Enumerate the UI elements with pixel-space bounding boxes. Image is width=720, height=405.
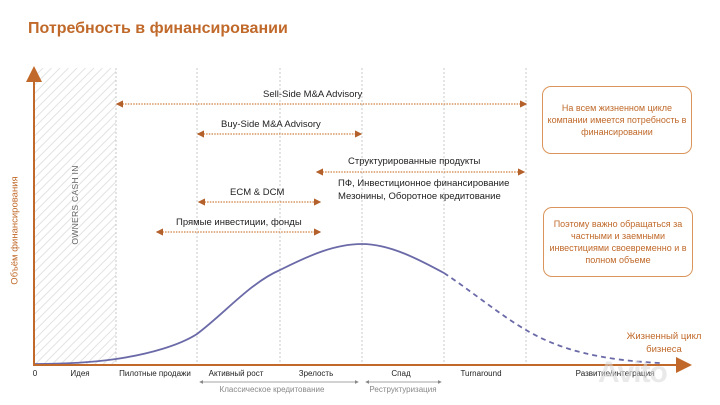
ecm-dcm-label: ECM & DCM bbox=[230, 187, 285, 198]
stage-decline: Спад bbox=[391, 369, 411, 378]
structured-label: Структурированные продукты bbox=[348, 156, 481, 167]
avito-watermark: Avito bbox=[598, 356, 668, 389]
restructuring-label: Реструктуризация bbox=[369, 385, 437, 394]
owners-cash-label: OWNERS CASH IN bbox=[70, 165, 80, 245]
stage-zero: 0 bbox=[32, 369, 38, 378]
owners-cash-area bbox=[35, 68, 116, 365]
lifecycle-curve bbox=[34, 243, 445, 365]
stage-active-growth: Активный рост bbox=[208, 369, 264, 378]
buy-side-label: Buy-Side M&A Advisory bbox=[221, 119, 321, 130]
private-equity-label: Прямые инвестиции, фонды bbox=[176, 217, 302, 228]
stage-pilot-sales: Пилотные продажи bbox=[119, 369, 191, 378]
y-axis-label: Объём финансирования bbox=[9, 176, 21, 285]
note-timely: Поэтому важно обращаться за частными и з… bbox=[543, 207, 693, 277]
sell-side-label: Sell-Side M&A Advisory bbox=[263, 89, 363, 100]
stage-gridlines bbox=[115, 68, 527, 365]
note-lifecycle: На всем жизненном цикле компании имеется… bbox=[542, 86, 692, 154]
classic-credit-label: Классическое кредитование bbox=[219, 385, 325, 394]
structured-detail-1: ПФ, Инвестиционное финансирование bbox=[338, 178, 510, 189]
x-axis-label: Жизненный цикл бизнеса bbox=[626, 331, 702, 355]
stage-idea: Идея bbox=[70, 369, 90, 378]
stage-development: Развитие/интеграция bbox=[575, 369, 655, 378]
stage-maturity: Зрелость bbox=[298, 369, 334, 378]
stage-turnaround: Turnaround bbox=[460, 369, 502, 378]
page-title: Потребность в финансировании bbox=[28, 20, 288, 37]
lifecycle-curve-dashed bbox=[443, 272, 661, 364]
structured-detail-2: Мезонины, Оборотное кредитование bbox=[338, 191, 501, 202]
